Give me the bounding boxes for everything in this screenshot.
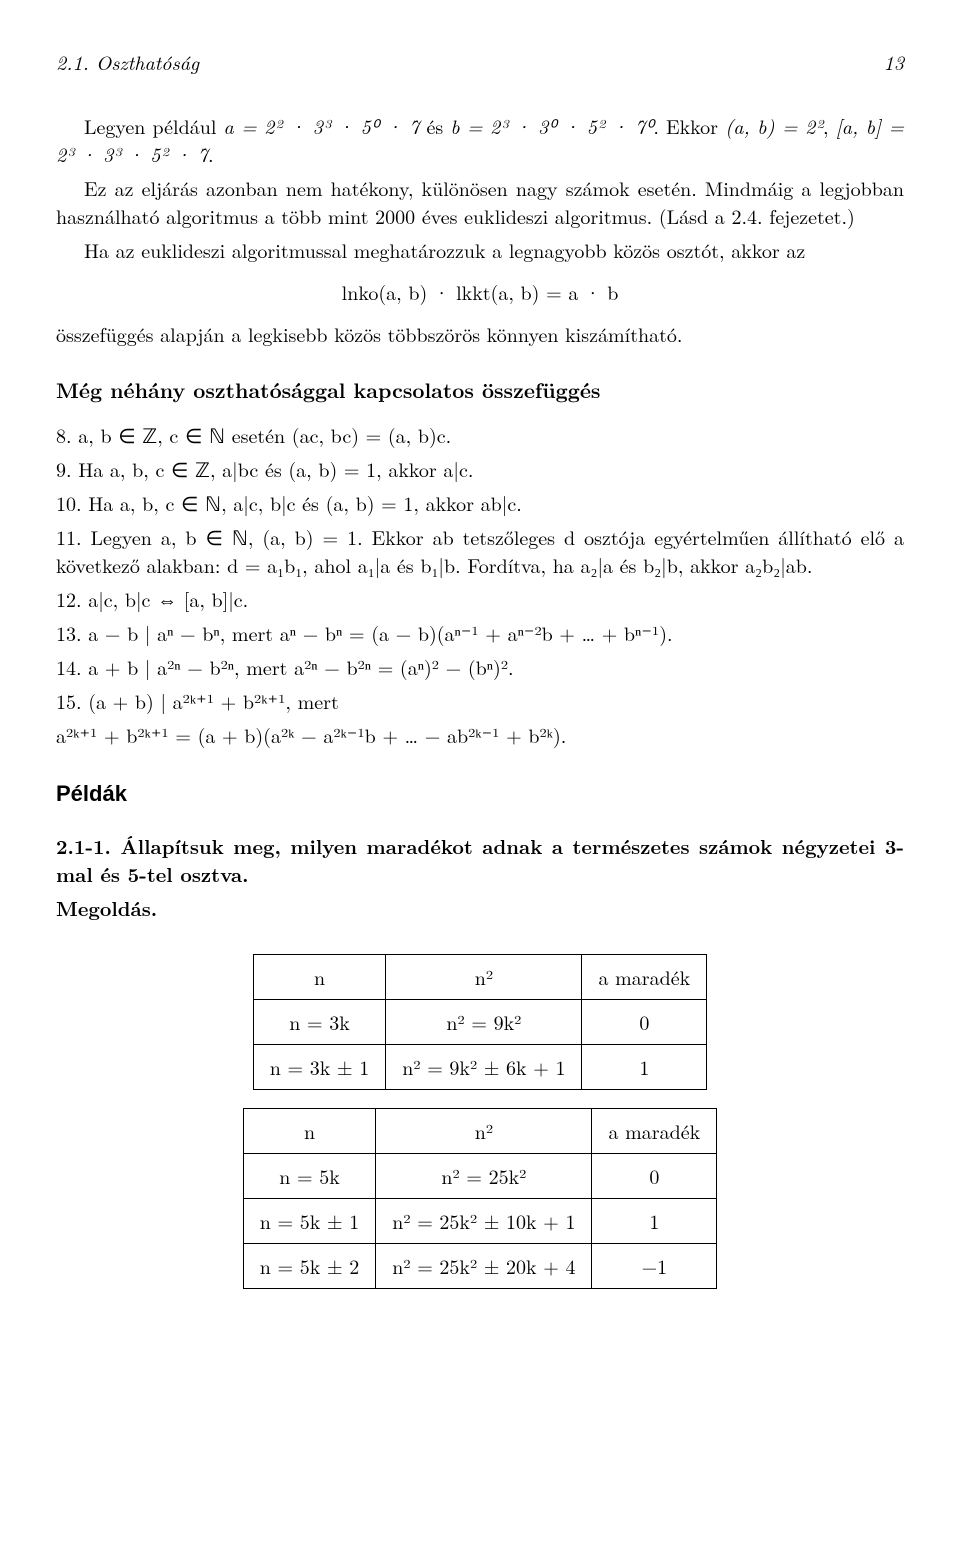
text: és bbox=[419, 111, 450, 140]
table-cell: n² = 25k² ± 20k + 4 bbox=[376, 1244, 592, 1289]
table-mod-3: n n² a maradék n = 3k n² = 9k² 0 n = 3k … bbox=[253, 954, 707, 1090]
math: (a, b) = 2² bbox=[725, 111, 823, 140]
item-13: 13. a − b | aⁿ − bⁿ, mert aⁿ − bⁿ = (a −… bbox=[56, 619, 904, 647]
table-cell: 0 bbox=[592, 1154, 717, 1199]
page-number: 13 bbox=[884, 48, 904, 76]
table-header: n² bbox=[386, 955, 582, 1000]
item-9: 9. Ha a, b, c ∈ ℤ, a|bc és (a, b) = 1, a… bbox=[56, 455, 904, 483]
section-label: 2.1. Oszthatóság bbox=[56, 48, 199, 76]
text: . Ekkor bbox=[653, 111, 725, 140]
table-cell: n² = 9k² ± 6k + 1 bbox=[386, 1045, 582, 1090]
table-header: n bbox=[253, 955, 385, 1000]
table-cell: n = 3k bbox=[253, 1000, 385, 1045]
table-cell: n² = 9k² bbox=[386, 1000, 582, 1045]
table-header: a maradék bbox=[592, 1109, 717, 1154]
heading-examples: Példák bbox=[56, 779, 904, 810]
math: a = 2² · 3³ · 5⁰ · 7 bbox=[223, 111, 419, 140]
paragraph-example: Legyen például a = 2² · 3³ · 5⁰ · 7 és b… bbox=[56, 112, 904, 168]
item-11: 11. Legyen a, b ∈ ℕ, (a, b) = 1. Ekkor a… bbox=[56, 523, 904, 579]
paragraph-efficiency: Ez az eljárás azonban nem hatékony, külö… bbox=[56, 174, 904, 230]
item-10: 10. Ha a, b, c ∈ ℕ, a|c, b|c és (a, b) =… bbox=[56, 489, 904, 517]
solution-label: Megoldás. bbox=[56, 894, 904, 922]
table-cell: 1 bbox=[592, 1199, 717, 1244]
exercise-title: 2.1-1. Állapítsuk meg, milyen maradékot … bbox=[56, 832, 904, 888]
item-15a: 15. (a + b) | a²ᵏ⁺¹ + b²ᵏ⁺¹, mert bbox=[56, 687, 904, 715]
item-12: 12. a|c, b|c ⇔ [a, b]|c. bbox=[56, 585, 904, 613]
heading-relations: Még néhány oszthatósággal kapcsolatos ös… bbox=[56, 376, 904, 405]
table-cell: n = 3k ± 1 bbox=[253, 1045, 385, 1090]
table-cell: n = 5k bbox=[243, 1154, 375, 1199]
table-cell: n² = 25k² bbox=[376, 1154, 592, 1199]
table-cell: −1 bbox=[592, 1244, 717, 1289]
table-header: n² bbox=[376, 1109, 592, 1154]
table-header: a maradék bbox=[582, 955, 707, 1000]
table-cell: n = 5k ± 2 bbox=[243, 1244, 375, 1289]
item-15b: a²ᵏ⁺¹ + b²ᵏ⁺¹ = (a + b)(a²ᵏ − a²ᵏ⁻¹b + …… bbox=[56, 721, 904, 749]
paragraph-conclusion: összefüggés alapján a legkisebb közös tö… bbox=[56, 320, 904, 348]
text: . bbox=[208, 139, 214, 168]
table-mod-5: n n² a maradék n = 5k n² = 25k² 0 n = 5k… bbox=[243, 1108, 717, 1289]
table-header: n bbox=[243, 1109, 375, 1154]
text: Legyen például bbox=[84, 111, 223, 140]
text: , bbox=[823, 111, 836, 140]
item-14: 14. a + b | a²ⁿ − b²ⁿ, mert a²ⁿ − b²ⁿ = … bbox=[56, 653, 904, 681]
table-cell: 0 bbox=[582, 1000, 707, 1045]
table-cell: 1 bbox=[582, 1045, 707, 1090]
paragraph-euclid: Ha az euklideszi algoritmussal meghatáro… bbox=[56, 236, 904, 264]
equation-lnko-lkkt: lnko(a, b) · lkkt(a, b) = a · b bbox=[56, 278, 904, 306]
table-cell: n = 5k ± 1 bbox=[243, 1199, 375, 1244]
item-8: 8. a, b ∈ ℤ, c ∈ ℕ esetén (ac, bc) = (a,… bbox=[56, 421, 904, 449]
math: b = 2³ · 3⁰ · 5² · 7⁰ bbox=[450, 111, 653, 140]
table-cell: n² = 25k² ± 10k + 1 bbox=[376, 1199, 592, 1244]
running-header: 2.1. Oszthatóság 13 bbox=[56, 48, 904, 76]
